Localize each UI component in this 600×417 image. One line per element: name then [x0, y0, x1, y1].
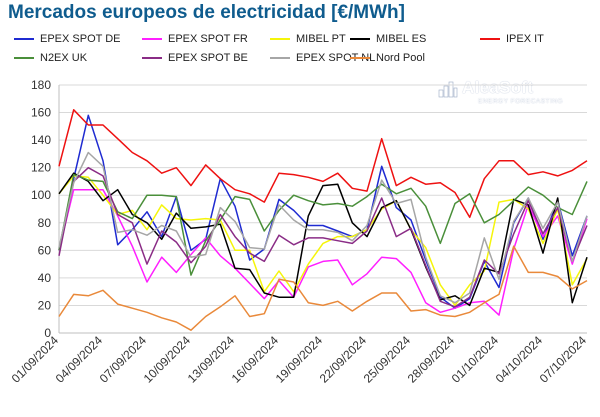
- chart-legend: EPEX SPOT DE EPEX SPOT FR MIBEL PT MIBEL ES…: [14, 33, 600, 85]
- y-tick-label: 40: [38, 271, 52, 285]
- legend-item: EPEX SPOT DE: [14, 33, 121, 45]
- aleasoft-logo-name: AleaSoft: [462, 78, 534, 97]
- y-tick-label: 180: [31, 78, 51, 92]
- series-line-ipex-it: [58, 109, 588, 219]
- y-tick-label: 160: [31, 106, 51, 120]
- series-line-epex-spot-be: [58, 166, 588, 308]
- legend-label: EPEX SPOT DE: [40, 33, 121, 45]
- y-tick-label: 140: [31, 133, 51, 147]
- series-line-mibel-pt: [58, 175, 588, 307]
- series-line-n2ex-uk: [58, 173, 588, 276]
- legend-item: Nord Pool: [350, 52, 425, 64]
- legend-item: IPEX IT: [480, 33, 544, 45]
- legend-swatch: [350, 57, 370, 59]
- legend-label: IPEX IT: [506, 33, 544, 45]
- y-tick-label: 60: [38, 243, 52, 257]
- legend-swatch: [14, 38, 34, 40]
- legend-item: N2EX UK: [14, 52, 87, 64]
- legend-label: Nord Pool: [376, 52, 425, 64]
- series-line-epex-spot-de: [58, 114, 588, 309]
- legend-swatch: [350, 38, 370, 40]
- legend-label: EPEX SPOT BE: [168, 52, 248, 64]
- legend-item: EPEX SPOT FR: [142, 33, 248, 45]
- legend-item: EPEX SPOT BE: [142, 52, 248, 64]
- legend-swatch: [480, 38, 500, 40]
- chart-title: Mercados europeos de electricidad [€/MWh…: [8, 2, 405, 23]
- legend-label: N2EX UK: [40, 52, 88, 64]
- aleasoft-logo-icon: [438, 81, 458, 98]
- legend-label: EPEX SPOT FR: [168, 33, 248, 45]
- y-tick-label: 80: [38, 216, 52, 230]
- legend-label: MIBEL PT: [296, 33, 346, 45]
- aleasoft-logo: AleaSoft ENERGY FORECASTING: [436, 78, 596, 108]
- series-line-nord-pool: [58, 245, 588, 331]
- legend-swatch: [14, 57, 34, 59]
- legend-swatch: [270, 57, 290, 59]
- legend-item: MIBEL ES: [350, 33, 426, 45]
- aleasoft-logo-tagline: ENERGY FORECASTING: [478, 98, 564, 105]
- y-tick-label: 0: [44, 326, 51, 340]
- series-line-epex-spot-fr: [58, 188, 588, 316]
- y-tick-label: 100: [31, 188, 51, 202]
- legend-label: MIBEL ES: [376, 33, 427, 45]
- y-tick-label: 120: [31, 161, 51, 175]
- x-tick-label: 07/10/2024: [537, 333, 590, 386]
- legend-item: EPEX SPOT NL: [270, 52, 375, 64]
- legend-item: MIBEL PT: [270, 33, 346, 45]
- series-line-epex-spot-nl: [58, 151, 588, 304]
- legend-swatch: [142, 38, 162, 40]
- y-tick-label: 20: [38, 298, 52, 312]
- legend-label: EPEX SPOT NL: [296, 52, 376, 64]
- legend-swatch: [270, 38, 290, 40]
- legend-swatch: [142, 57, 162, 59]
